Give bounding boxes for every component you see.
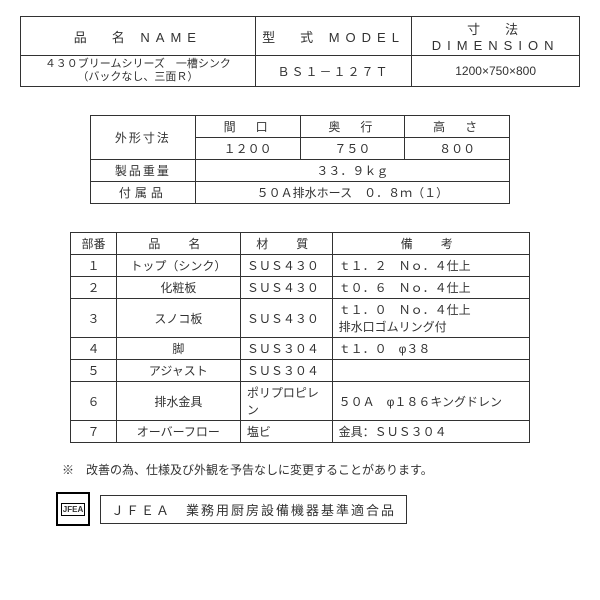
- cell-name: オーバーフロー: [116, 421, 240, 443]
- cell-no: ５: [71, 360, 117, 382]
- cell-mat: ポリプロピレン: [240, 382, 332, 421]
- product-name-l2: （バックなし、三面Ｒ）: [77, 71, 198, 83]
- h-note: 備 考: [332, 233, 529, 255]
- cell-name: 排水金具: [116, 382, 240, 421]
- outline-label: 外形寸法: [91, 116, 196, 160]
- jfea-text: ＪＦＥＡ 業務用厨房設備機器基準適合品: [100, 495, 407, 524]
- h-no: 部番: [71, 233, 117, 255]
- table-row: ５アジャストＳＵＳ３０４: [71, 360, 530, 382]
- table-row: ３スノコ板ＳＵＳ４３０ｔ１．０ Ｎｏ．４仕上排水口ゴムリング付: [71, 299, 530, 338]
- col-h: 高 さ: [405, 116, 510, 138]
- col-name: 品 名 NAME: [21, 17, 256, 56]
- h-mat: 材 質: [240, 233, 332, 255]
- spec-table: 外形寸法 間 口 奥 行 高 さ １２００ ７５０ ８００ 製品重量 ３３．９ｋ…: [90, 115, 510, 204]
- parts-table: 部番 品 名 材 質 備 考 １トップ（シンク）ＳＵＳ４３０ｔ１．２ Ｎｏ．４仕…: [70, 232, 530, 443]
- jfea-logo-text: JFEA: [61, 503, 85, 516]
- col-model: 型 式 MODEL: [255, 17, 412, 56]
- val-h: ８００: [405, 138, 510, 160]
- product-name-l1: ４３０ブリームシリーズ 一槽シンク: [45, 58, 231, 70]
- weight-label: 製品重量: [91, 160, 196, 182]
- cell-no: ４: [71, 338, 117, 360]
- cell-no: ６: [71, 382, 117, 421]
- cell-note: ５０Ａ φ１８６キングドレン: [332, 382, 529, 421]
- cell-note: ｔ１．０ Ｎｏ．４仕上排水口ゴムリング付: [332, 299, 529, 338]
- col-w: 間 口: [195, 116, 300, 138]
- cell-mat: ＳＵＳ３０４: [240, 360, 332, 382]
- cell-note: ｔ０．６ Ｎｏ．４仕上: [332, 277, 529, 299]
- table-row: ７オーバーフロー塩ビ金具：ＳＵＳ３０４: [71, 421, 530, 443]
- cell-mat: 塩ビ: [240, 421, 332, 443]
- weight-value: ３３．９ｋｇ: [195, 160, 509, 182]
- table-row: ４脚ＳＵＳ３０４ｔ１．０ φ３８: [71, 338, 530, 360]
- h-name: 品 名: [116, 233, 240, 255]
- col-d: 奥 行: [300, 116, 405, 138]
- table-row: １トップ（シンク）ＳＵＳ４３０ｔ１．２ Ｎｏ．４仕上: [71, 255, 530, 277]
- cell-note: ｔ１．０ φ３８: [332, 338, 529, 360]
- cell-mat: ＳＵＳ４３０: [240, 255, 332, 277]
- col-dim: 寸 法 DIMENSION: [412, 17, 580, 56]
- table-row: ６排水金具ポリプロピレン５０Ａ φ１８６キングドレン: [71, 382, 530, 421]
- accessory-label: 付属品: [91, 182, 196, 204]
- accessory-value: ５０Ａ排水ホース ０．８ｍ（１）: [195, 182, 509, 204]
- cell-mat: ＳＵＳ３０４: [240, 338, 332, 360]
- jfea-logo: JFEA: [56, 492, 90, 526]
- cell-note: ｔ１．２ Ｎｏ．４仕上: [332, 255, 529, 277]
- cell-note: 金具：ＳＵＳ３０４: [332, 421, 529, 443]
- footer-note: ※ 改善の為、仕様及び外観を予告なしに変更することがあります。: [62, 461, 588, 478]
- val-d: ７５０: [300, 138, 405, 160]
- cell-mat: ＳＵＳ４３０: [240, 299, 332, 338]
- cell-mat: ＳＵＳ４３０: [240, 277, 332, 299]
- cell-no: ７: [71, 421, 117, 443]
- val-w: １２００: [195, 138, 300, 160]
- product-name-cell: ４３０ブリームシリーズ 一槽シンク （バックなし、三面Ｒ）: [21, 56, 256, 87]
- header-table: 品 名 NAME 型 式 MODEL 寸 法 DIMENSION ４３０ブリーム…: [20, 16, 580, 87]
- cell-name: 化粧板: [116, 277, 240, 299]
- model-value: ＢＳ１－１２７Ｔ: [255, 56, 412, 87]
- cell-name: スノコ板: [116, 299, 240, 338]
- jfea-row: JFEA ＪＦＥＡ 業務用厨房設備機器基準適合品: [56, 492, 588, 526]
- cell-name: 脚: [116, 338, 240, 360]
- cell-name: トップ（シンク）: [116, 255, 240, 277]
- cell-no: ２: [71, 277, 117, 299]
- cell-no: １: [71, 255, 117, 277]
- cell-note: [332, 360, 529, 382]
- dimension-value: 1200×750×800: [412, 56, 580, 87]
- table-row: ２化粧板ＳＵＳ４３０ｔ０．６ Ｎｏ．４仕上: [71, 277, 530, 299]
- cell-no: ３: [71, 299, 117, 338]
- cell-name: アジャスト: [116, 360, 240, 382]
